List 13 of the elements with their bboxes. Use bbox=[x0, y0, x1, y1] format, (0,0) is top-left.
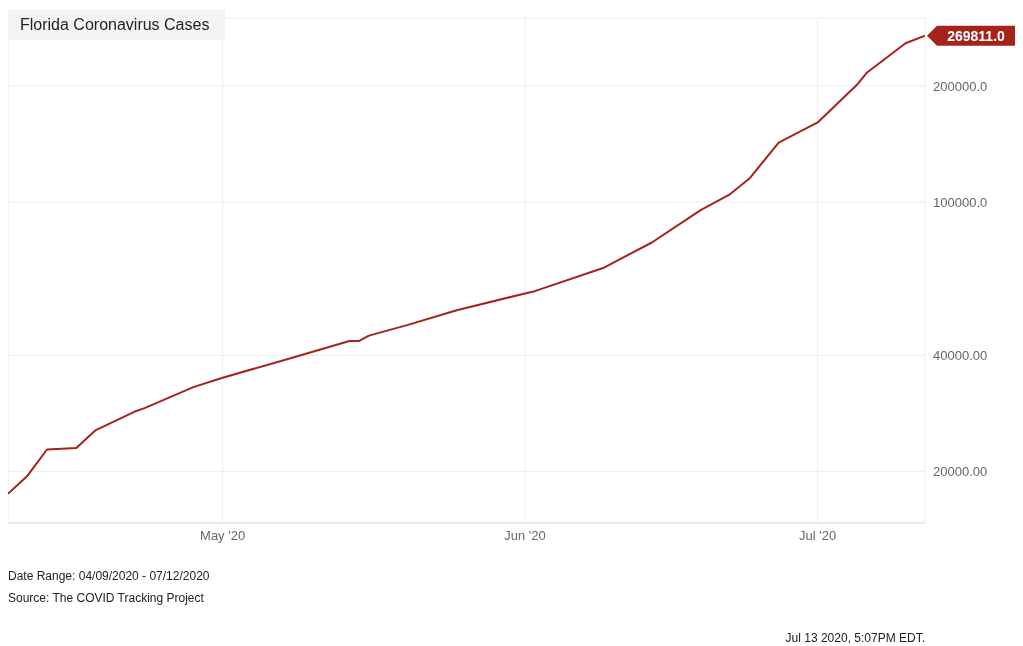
y-tick-label: 40000.00 bbox=[933, 348, 988, 363]
chart-title: Florida Coronavirus Cases bbox=[8, 10, 226, 40]
y-tick-label: 20000.00 bbox=[933, 464, 988, 480]
source-note: Source: The COVID Tracking Project bbox=[8, 591, 205, 605]
line-series bbox=[8, 34, 925, 495]
y-tick-label: 100000.0 bbox=[933, 194, 988, 210]
x-tick-label: Jun '20 bbox=[504, 528, 546, 544]
text: Date Range: 04/09/2020 - 07/12/2020 bbox=[8, 569, 211, 583]
annotation: 269811.0 bbox=[947, 27, 1006, 44]
x-tick-label: May '20 bbox=[200, 528, 246, 544]
y-tick-label: 200000.0 bbox=[933, 78, 988, 94]
x-tick-label: Jul '20 bbox=[799, 528, 837, 544]
text: Jul 13 2020, 5:07PM EDT. bbox=[785, 631, 925, 645]
